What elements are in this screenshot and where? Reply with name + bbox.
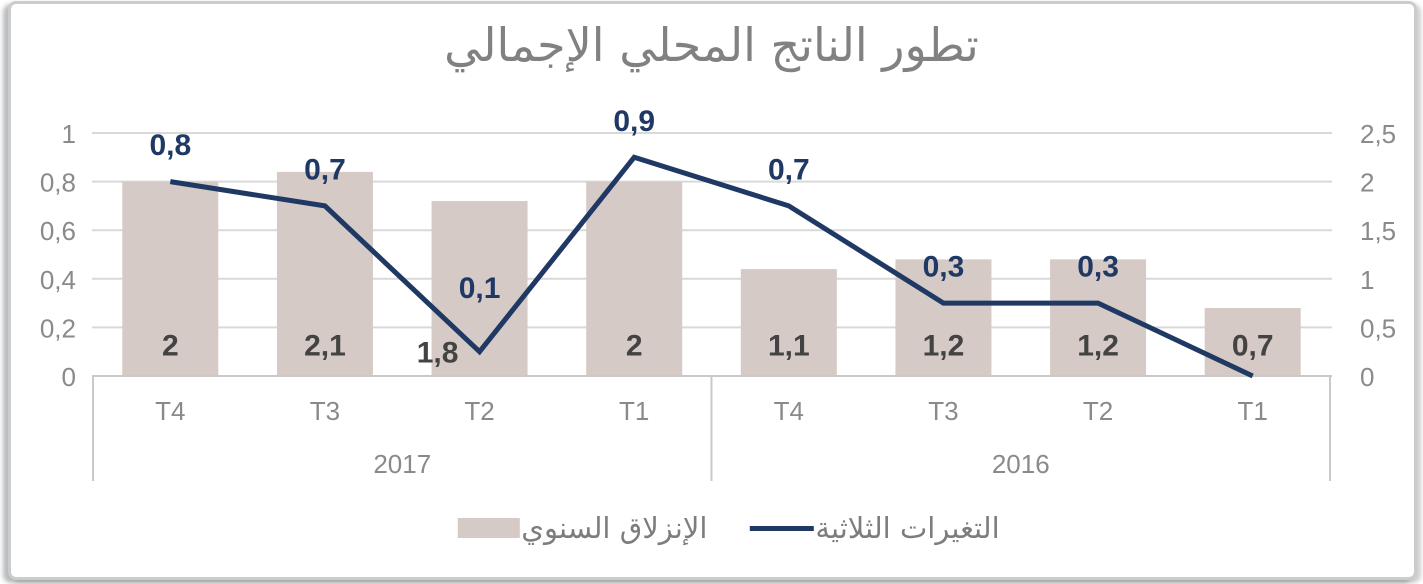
bar-data-label: 1,2	[1077, 330, 1119, 363]
bar	[895, 259, 992, 376]
left-axis-tick: 0	[62, 362, 76, 392]
line-series-label: التغيرات الثلاثية	[815, 511, 1000, 545]
right-axis-tick: 2,5	[1360, 119, 1396, 149]
left-axis-tick: 0,2	[40, 313, 76, 343]
bar-data-label: 1,1	[768, 330, 810, 363]
bar-series-swatch	[457, 518, 520, 538]
line-series-swatch	[749, 525, 814, 531]
right-axis-tick: 0	[1360, 362, 1374, 392]
category-label: T3	[310, 396, 340, 426]
bar	[1204, 307, 1301, 376]
right-axis-tick: 1,5	[1360, 216, 1396, 246]
category-label: T1	[619, 396, 649, 426]
right-axis-tick: 0,5	[1360, 313, 1396, 343]
line-data-label: 0,9	[613, 105, 655, 138]
bar-data-label: 0,7	[1232, 330, 1274, 363]
year-label: 2017	[373, 449, 431, 479]
line-data-label: 0,3	[923, 251, 965, 284]
bar	[586, 181, 683, 376]
year-label: 2016	[992, 449, 1050, 479]
bar-data-label: 1,8	[417, 337, 459, 370]
line-data-label: 0,8	[149, 129, 191, 162]
category-label: T2	[464, 396, 494, 426]
bar	[740, 269, 837, 376]
line-series	[169, 154, 1254, 379]
right-axis-tick: 2	[1360, 168, 1374, 198]
left-axis-tick: 0,8	[40, 168, 76, 198]
category-label: T1	[1238, 396, 1268, 426]
chart-frame	[8, 1, 1417, 580]
chart-title: تطور الناتج المحلي الإجمالي	[444, 18, 979, 72]
bar-data-label: 1,2	[923, 330, 965, 363]
legend-item-bars: الإنزلاق السنوي	[457, 511, 707, 545]
bar-series-label: الإنزلاق السنوي	[521, 511, 708, 545]
category-label: T3	[928, 396, 958, 426]
bar	[431, 201, 528, 376]
bar	[122, 181, 219, 376]
legend: الإنزلاق السنوي التغيرات الثلاثية	[457, 511, 1000, 545]
line-data-label: 0,1	[459, 272, 501, 305]
line-data-label: 0,7	[768, 153, 810, 186]
left-axis-tick: 1	[62, 119, 76, 149]
bar-data-label: 2,1	[304, 330, 346, 363]
bar-data-label: 2	[162, 330, 179, 363]
line-data-label: 0,3	[1077, 251, 1119, 284]
bar-data-label: 2	[626, 330, 643, 363]
category-label: T4	[155, 396, 185, 426]
right-axis-tick: 1	[1360, 265, 1374, 295]
left-axis-tick: 0,6	[40, 216, 76, 246]
category-label: T4	[774, 396, 804, 426]
category-label: T2	[1083, 396, 1113, 426]
line-data-label: 0,7	[304, 153, 346, 186]
legend-item-line: التغيرات الثلاثية	[749, 511, 1000, 545]
left-axis-tick: 0,4	[40, 265, 76, 295]
